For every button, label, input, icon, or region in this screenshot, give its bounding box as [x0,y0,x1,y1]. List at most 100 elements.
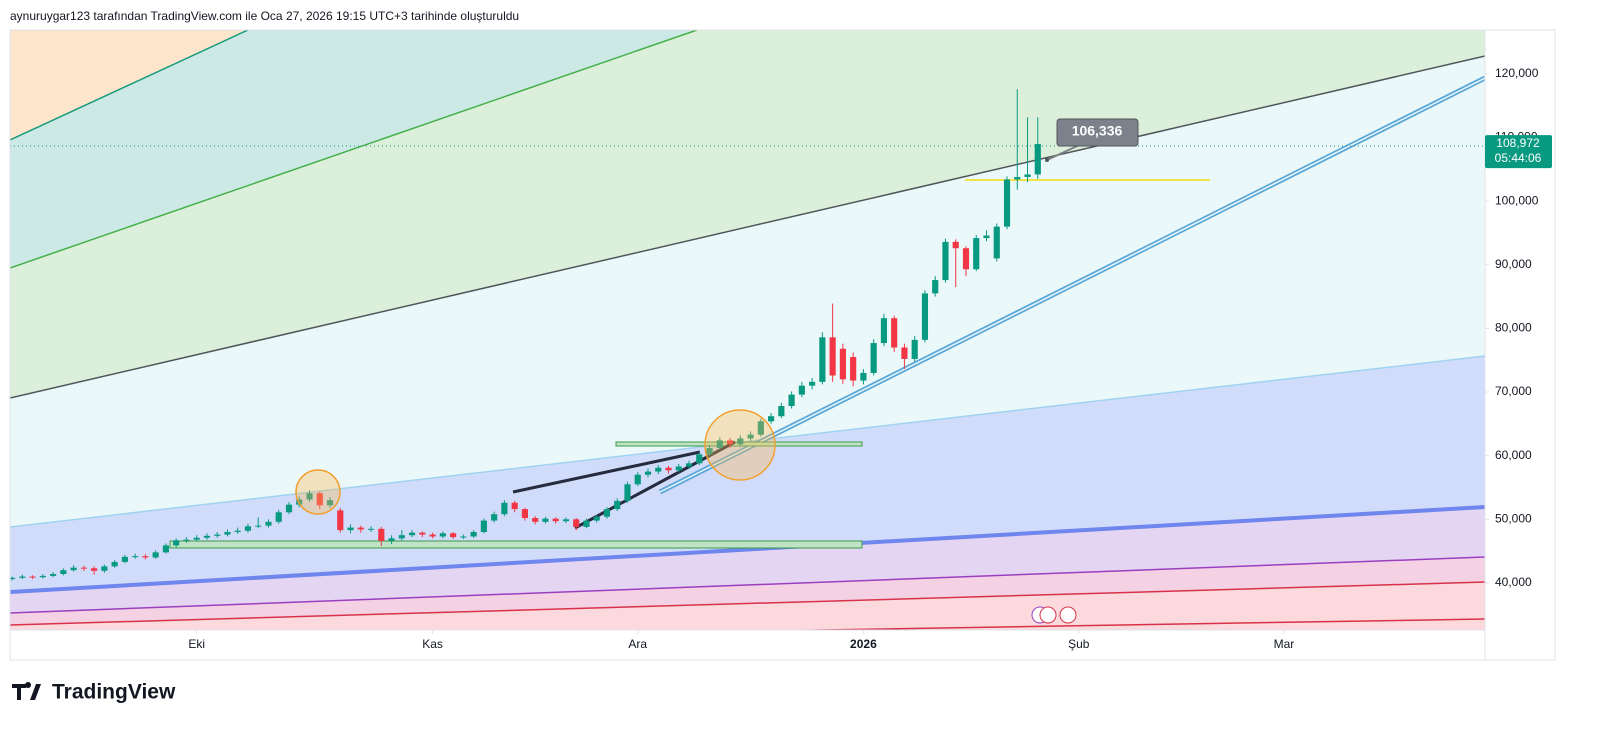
candle-body [757,421,764,435]
candle-body [275,512,282,522]
zone [10,56,1485,527]
candle-body [152,552,159,558]
candle-body [675,466,682,471]
fan-line [10,55,1485,399]
fan-line [10,30,698,269]
candle-body [973,238,980,270]
candle-body [460,536,467,538]
candle-body [173,540,180,546]
candle-body [183,539,190,541]
x-tick-label: Mar [1274,637,1295,651]
candle-body [593,516,600,521]
candle-body [532,518,539,522]
countdown: 05:44:06 [1495,151,1542,165]
y-tick-label: 100,000 [1495,193,1539,207]
candle-body [747,434,754,439]
candle-body [1024,174,1031,177]
candle-body [798,385,805,395]
candle-body [409,532,416,536]
candle-body [634,474,641,485]
event-icon[interactable] [1059,606,1077,624]
event-icon[interactable] [1039,606,1057,624]
y-tick-label: 40,000 [1495,575,1532,589]
candle-body [255,525,262,527]
candle-body [306,493,313,500]
y-tick-label: 120,000 [1495,66,1539,80]
logo: TradingView [12,681,176,704]
candle-body [521,509,528,519]
candle-body [296,499,303,505]
candle-body [891,318,898,348]
candle-body [29,576,36,578]
candle-body [839,348,846,380]
candle-body [357,527,364,530]
trend-channel [659,77,1485,493]
candle-body [562,519,570,522]
logo-text: TradingView [52,681,176,704]
candle-body [326,500,334,506]
candle-body [768,416,775,422]
candle-body [603,509,611,517]
candle-body [203,535,211,538]
candle-body [819,337,826,382]
x-tick-label: 2026 [850,637,877,651]
candle-body [347,527,354,531]
candle-body [624,484,631,501]
candle-body [1034,144,1041,175]
highlights: 106,336 [295,118,1139,624]
candle-body [614,500,621,510]
candle-body [193,537,200,540]
candle-body [993,226,1000,259]
callout-text: 106,336 [1072,123,1123,139]
trend-line [574,440,736,530]
candle-body [111,561,118,567]
candle-body [962,248,970,270]
candle-body [121,556,128,562]
y-tick-label: 70,000 [1495,384,1532,398]
candle-body [429,534,436,537]
candle-body [439,533,446,537]
candle-body [50,574,57,576]
candle-body [367,528,375,530]
candle-body [983,235,990,239]
candle-body [101,566,108,571]
fan-line [10,556,1485,614]
candle-body [860,372,867,381]
candle-body [726,440,734,445]
drawings [10,30,1485,630]
axes: 40,000 50,000 60,000 70,000 80,000 90,000 100,… [188,66,1552,651]
candle-body [542,518,549,522]
candle-body [378,528,385,541]
last-price-tag [1485,135,1552,169]
candle-body [19,576,26,578]
zone [10,557,1485,625]
candle-body [60,570,67,575]
candle-body [224,532,231,535]
candle-body [778,406,785,417]
candle-body [80,567,87,569]
candle-body [716,440,723,449]
x-tick-label: Şub [1068,637,1090,651]
candle-body [952,241,959,249]
frame [9,29,1556,661]
y-tick-label: 50,000 [1495,511,1532,525]
candles [10,89,1041,581]
fan-line [10,505,1485,594]
candle-body [316,493,323,506]
candle-body [573,519,580,527]
candle-body [91,568,98,571]
candle-body [337,510,344,531]
candle-body [214,534,221,536]
x-tick-label: Eki [188,637,205,651]
candle-body [398,535,405,539]
candle-body [911,339,918,359]
candle-body [932,280,939,294]
highlight-circle [295,469,341,515]
x-tick-label: Ara [628,637,647,651]
candle-body [132,556,139,558]
candle-body [942,241,949,281]
candle-body [285,504,293,513]
candle-body [70,567,77,571]
callout-box [1056,118,1139,147]
